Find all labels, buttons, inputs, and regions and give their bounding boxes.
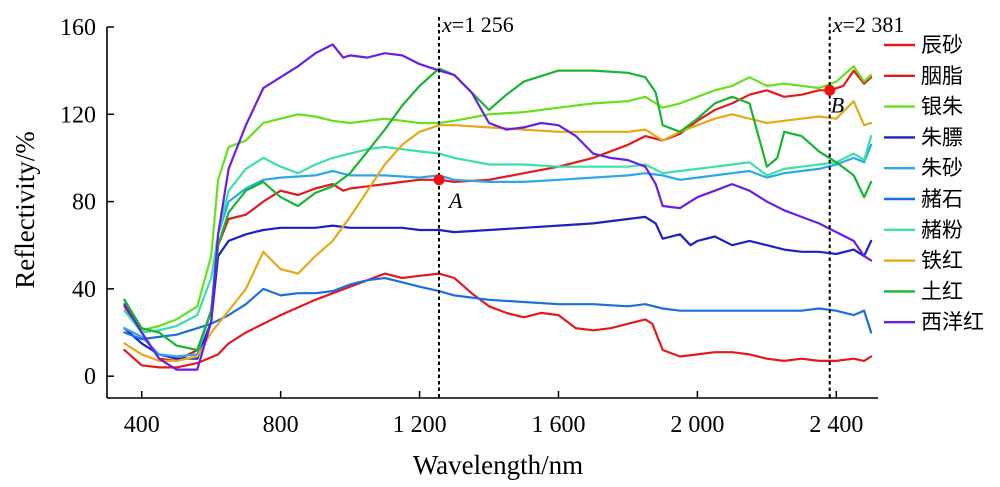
y-tick-label: 40 — [72, 277, 96, 303]
x-tick-label: 800 — [263, 412, 299, 438]
series-line — [123, 215, 873, 360]
legend-label: 赭粉 — [921, 218, 963, 242]
series-line — [123, 67, 873, 352]
series-line — [123, 100, 873, 362]
legend-label: 西洋红 — [921, 310, 984, 334]
reference-line-label: x=2 381 — [832, 12, 905, 37]
y-tick-label: 80 — [72, 190, 96, 216]
x-tick-label: 2 400 — [809, 412, 863, 438]
x-axis-title: Wavelength/nm — [413, 450, 583, 480]
series-line — [123, 43, 873, 371]
reference-line-label: x=1 256 — [441, 12, 514, 37]
series-line — [123, 135, 873, 334]
point-marker — [824, 84, 836, 96]
series-lines — [123, 43, 873, 371]
legend-label: 土红 — [921, 279, 963, 303]
reference-lines: x=1 256 x=2 381 — [438, 12, 905, 398]
x-tick-label: 2 000 — [670, 412, 724, 438]
point-marker — [433, 174, 445, 186]
legend-label: 朱砂 — [921, 156, 963, 180]
y-axis: 0 40 80 120 160 — [60, 15, 114, 390]
point-label: A — [447, 188, 463, 213]
series-line — [123, 65, 873, 332]
point-label: B — [831, 92, 844, 117]
legend-label: 胭脂 — [921, 64, 963, 88]
legend-label: 朱膘 — [921, 125, 963, 149]
legend-label: 辰砂 — [921, 33, 963, 57]
x-tick-label: 1 200 — [393, 412, 447, 438]
x-axis: 400 800 1 200 1 600 2 000 2 400 — [124, 391, 863, 438]
legend-label: 赭石 — [921, 187, 963, 211]
series-line — [123, 143, 873, 358]
x-tick-label: 1 600 — [531, 412, 585, 438]
legend-label: 银朱 — [921, 95, 963, 119]
x-tick-label: 400 — [124, 412, 160, 438]
marked-points: AB — [433, 84, 844, 213]
y-axis-title: Reflectivity/% — [10, 131, 40, 288]
legend-label: 铁红 — [921, 249, 963, 273]
y-tick-label: 160 — [60, 15, 96, 41]
series-line — [123, 272, 873, 369]
plot-frame — [106, 27, 878, 399]
y-tick-label: 0 — [84, 364, 96, 390]
y-tick-label: 120 — [60, 102, 96, 128]
series-line — [123, 69, 873, 362]
